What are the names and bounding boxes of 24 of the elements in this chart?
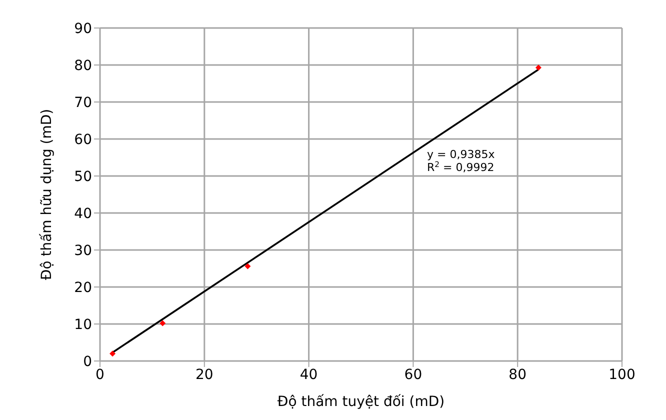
- y-tick-label: 90: [74, 20, 92, 37]
- x-tick-label: 80: [508, 366, 527, 383]
- y-tick-label: 40: [74, 206, 92, 222]
- y-tick-label: 80: [74, 58, 92, 74]
- point: [110, 350, 116, 357]
- y-tick-label: 10: [74, 316, 92, 333]
- annotation: y = 0,9385x: [427, 148, 496, 161]
- y-tick-label: 60: [74, 132, 92, 148]
- y-tick-label: 70: [74, 94, 92, 111]
- x-tick-label: 20: [195, 366, 214, 383]
- x-tick-label: 40: [300, 366, 318, 383]
- y-tick-label: 30: [74, 242, 92, 259]
- point: [244, 263, 251, 270]
- point: [535, 64, 542, 71]
- x-tick-label: 0: [96, 366, 104, 383]
- x-tick-label: 60: [404, 366, 422, 383]
- y-tick-label: 20: [74, 280, 92, 296]
- point: [160, 320, 166, 326]
- y-tick-label: 50: [74, 168, 92, 185]
- annotation: R$^{2}$ = 0,9992: [427, 160, 494, 174]
- y-axis-title: Độ thấm hữu dụng (mD): [38, 108, 55, 280]
- x-axis-title: Độ thấm tuyệt đối (mD): [277, 394, 445, 410]
- x-tick-label: 100: [608, 366, 636, 383]
- y-tick-label: 0: [83, 354, 92, 370]
